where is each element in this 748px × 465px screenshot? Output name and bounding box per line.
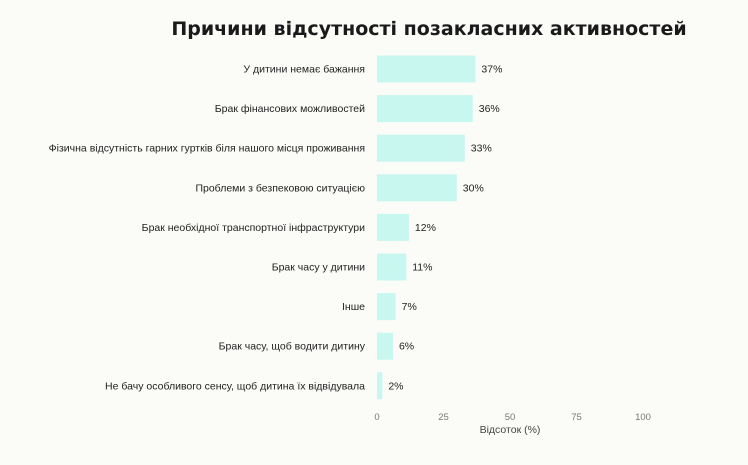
value-label: 37% [481, 64, 502, 76]
x-tick-label: 50 [505, 412, 516, 423]
x-axis-title: Відсоток (%) [480, 424, 541, 436]
bar [377, 332, 393, 360]
category-label: Брак часу, щоб водити дитину [219, 341, 366, 353]
value-label: 30% [463, 182, 484, 194]
value-label: 12% [415, 222, 436, 234]
x-axis-ticks: 0 25 50 75 100 [374, 412, 651, 423]
category-label: Проблеми з безпековою ситуацією [195, 182, 365, 194]
category-label: У дитини немає бажання [243, 64, 365, 76]
category-label: Не бачу особливого сенсу, щоб дитина їх … [105, 380, 365, 392]
bar [377, 293, 396, 321]
value-label: 6% [399, 341, 414, 353]
bar [377, 253, 407, 281]
x-tick-label: 75 [571, 412, 582, 423]
x-tick-label: 0 [374, 412, 379, 423]
bars-layer [377, 55, 476, 400]
bar [377, 372, 383, 400]
category-label: Брак необхідної транспортної інфраструкт… [142, 222, 365, 234]
bar [377, 55, 476, 83]
labels-layer: У дитини немає бажання 37% Брак фінансових… [49, 64, 503, 393]
bar [377, 95, 473, 123]
value-label: 2% [388, 380, 403, 392]
value-label: 11% [412, 262, 432, 274]
category-label: Брак часу у дитини [272, 262, 365, 274]
bar [377, 134, 465, 162]
x-tick-label: 100 [635, 412, 651, 423]
x-tick-label: 25 [438, 412, 449, 423]
category-label: Фізична відсутність гарних гуртків біля … [49, 143, 365, 155]
value-label: 7% [402, 301, 417, 313]
bar [377, 174, 457, 202]
value-label: 33% [471, 143, 492, 155]
category-label: Інше [342, 301, 365, 313]
bar [377, 213, 409, 241]
chart-title: Причини відсутності позакласних активнос… [171, 18, 687, 40]
value-label: 36% [479, 103, 500, 115]
category-label: Брак фінансових можливостей [215, 103, 365, 115]
